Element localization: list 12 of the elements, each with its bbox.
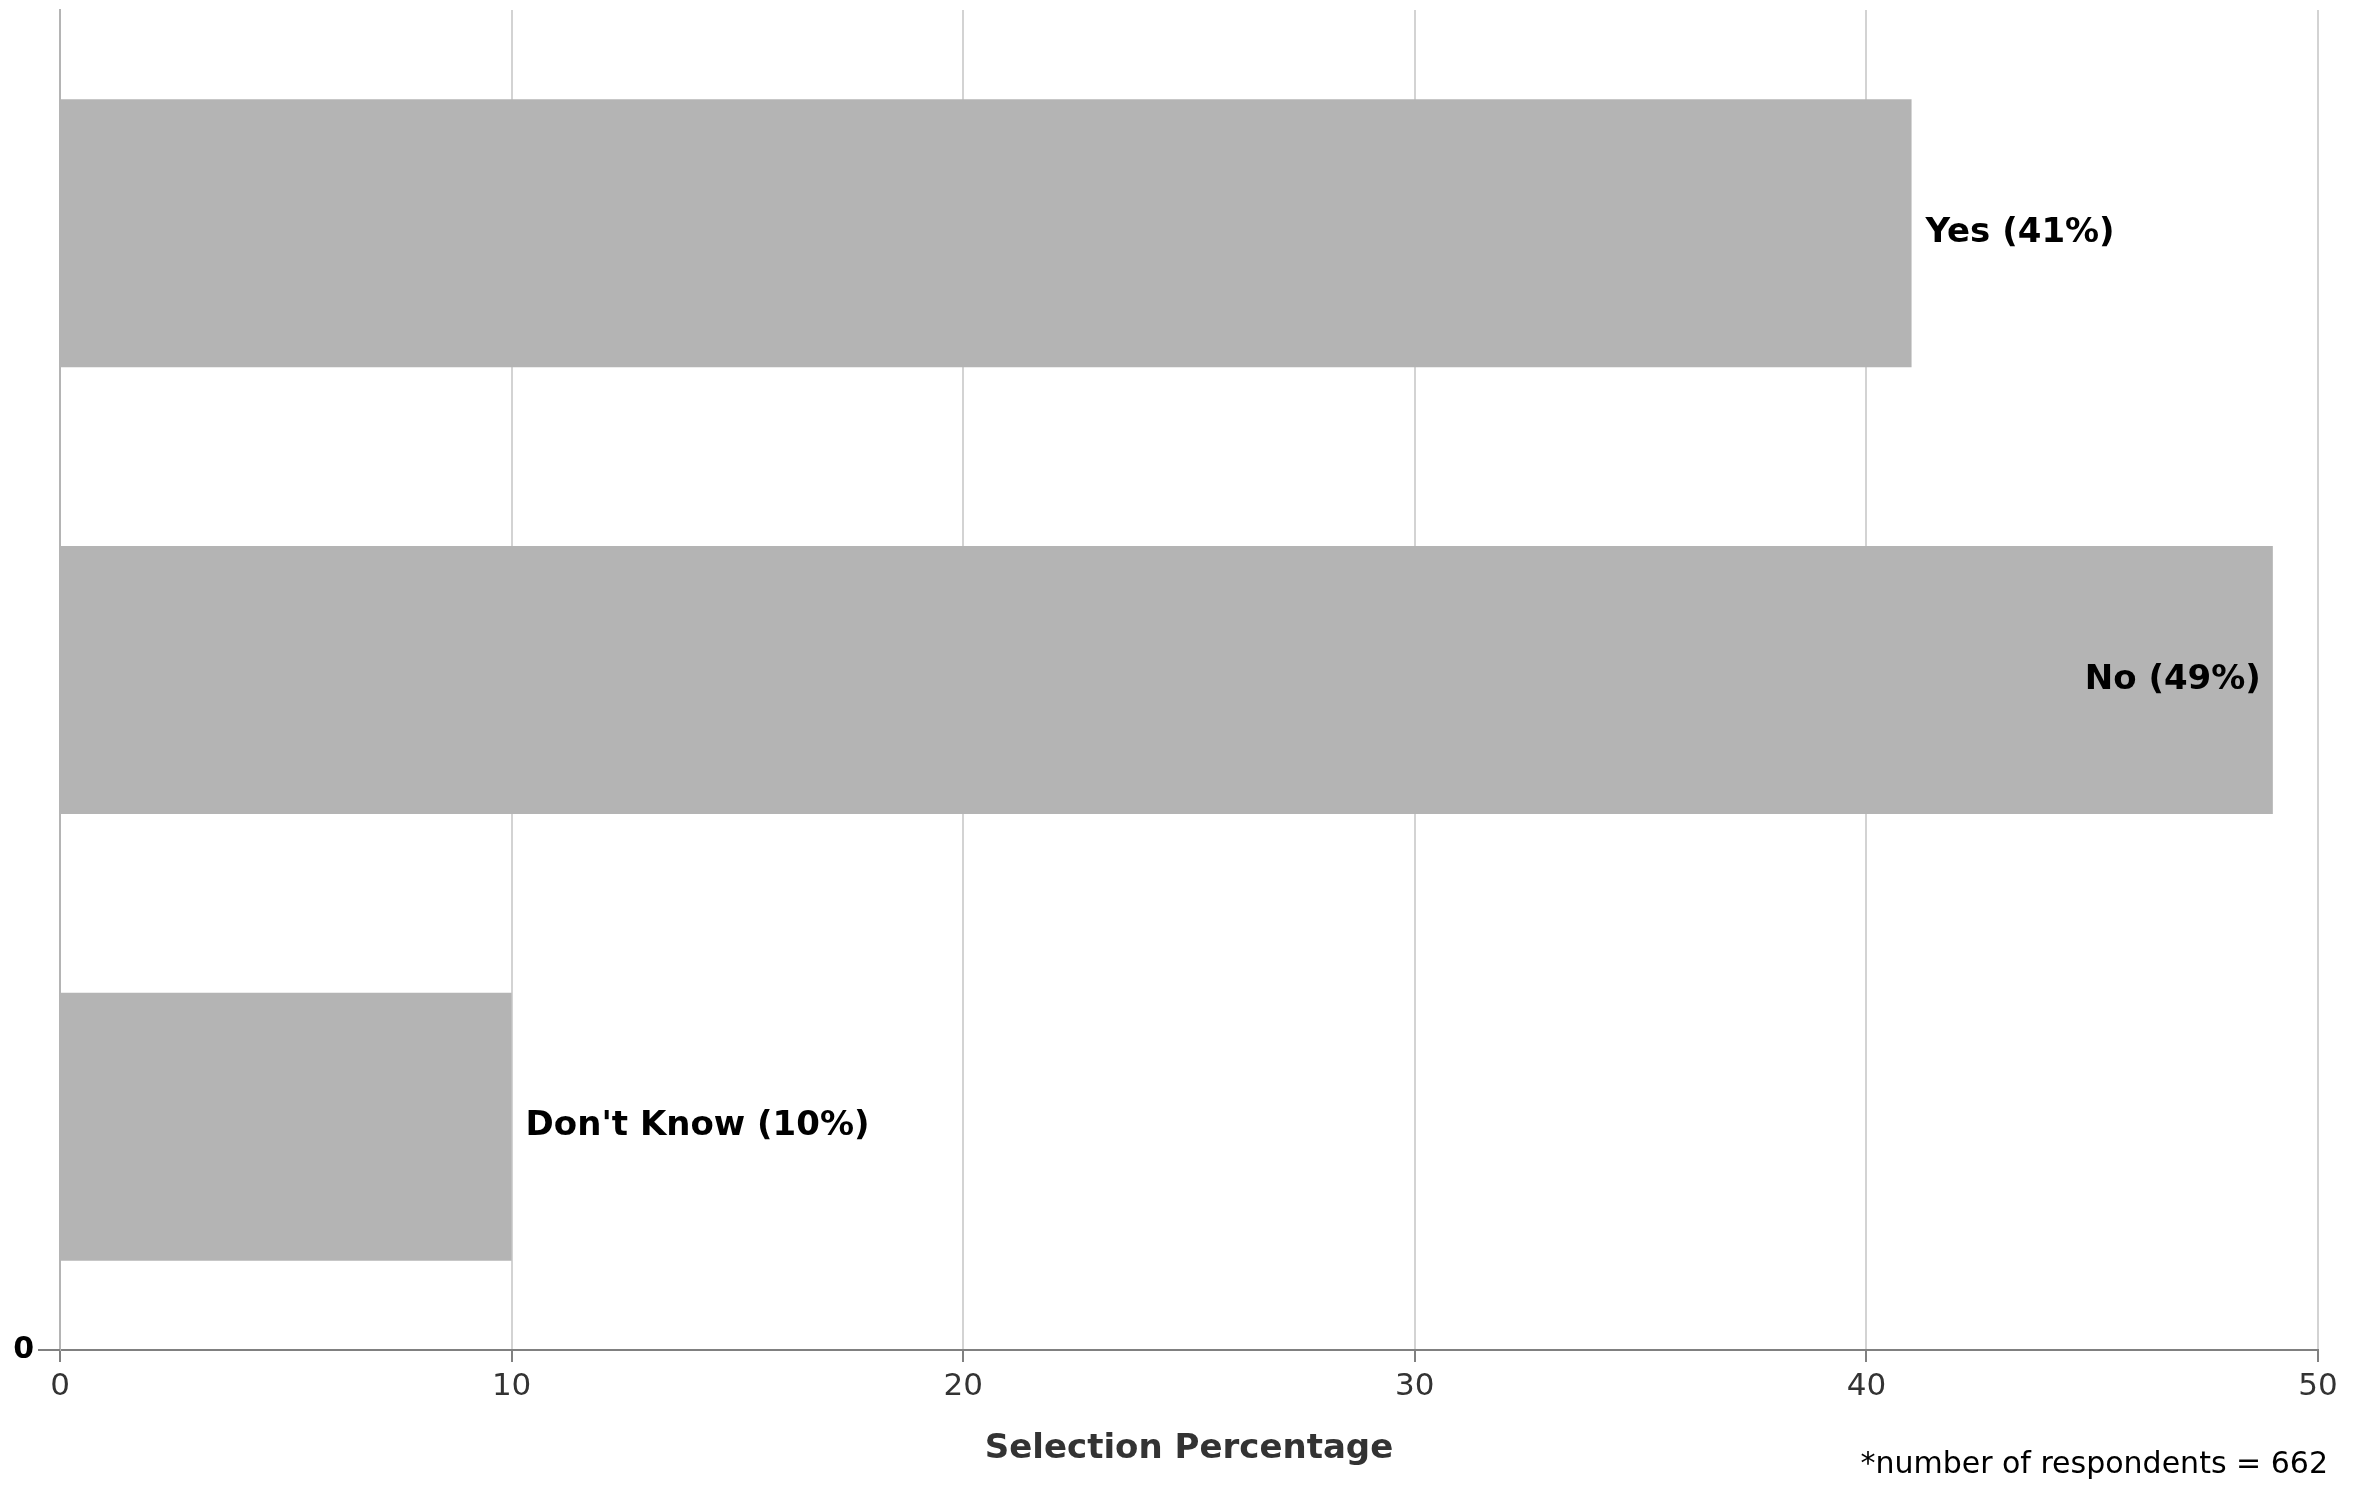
text: *number of respondents = 662 (1860, 1444, 2328, 1480)
x-tick-label: 30 (1395, 1365, 1435, 1402)
data-label: Don't Know (10%) (525, 1103, 870, 1144)
data-label: Yes (41%) (1924, 210, 2115, 251)
text: 0 (13, 1329, 34, 1365)
data-label: No (49%) (2084, 656, 2261, 697)
x-axis-title: Selection Percentage (984, 1426, 1394, 1467)
x-tick-label: 0 (50, 1365, 70, 1402)
x-tick-label: 20 (943, 1365, 983, 1402)
x-tick-label: 50 (2298, 1365, 2338, 1402)
x-tick-label: 10 (491, 1365, 532, 1402)
x-tick-label: 40 (1846, 1365, 1887, 1402)
